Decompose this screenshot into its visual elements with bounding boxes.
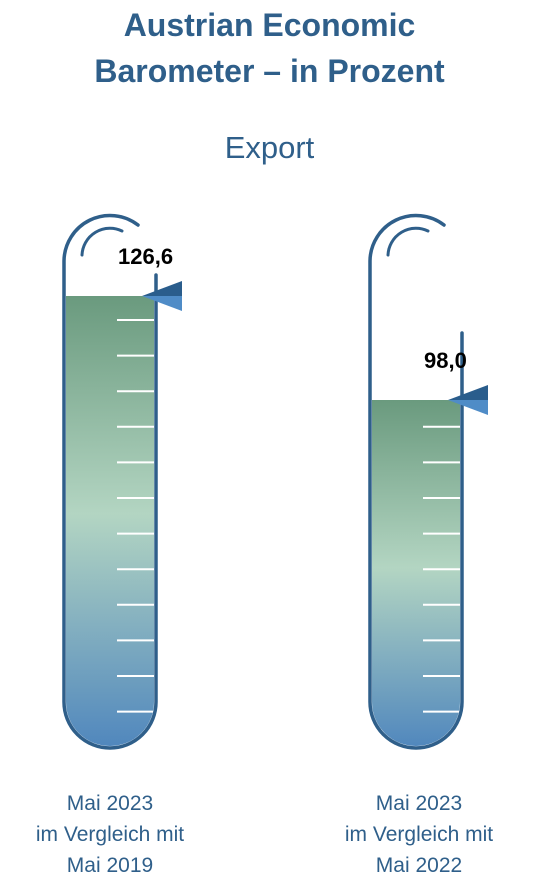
thermometer-fill-bar bbox=[372, 400, 460, 746]
caption-2-line3: Mai 2022 bbox=[375, 854, 463, 877]
thermometer-outline bbox=[368, 213, 464, 750]
tick-marks bbox=[117, 319, 154, 749]
caption-1-line1: Mai 2023 bbox=[66, 792, 154, 815]
value-marker-upper bbox=[142, 281, 182, 296]
chart-title-line2: Barometer – in Prozent bbox=[94, 53, 445, 89]
caption-2-line2: im Vergleich mit bbox=[344, 823, 494, 846]
value-marker-lower bbox=[142, 296, 182, 311]
thermometer-svg-2 bbox=[368, 213, 488, 750]
chart-title-line1: Austrian Economic bbox=[123, 7, 416, 43]
caption-2: Mai 2023 im Vergleich mit Mai 2022 bbox=[309, 788, 529, 881]
caption-2-line1: Mai 2023 bbox=[375, 792, 463, 815]
thermometer-gauge-1: 126,6 bbox=[62, 205, 242, 755]
value-marker-lower bbox=[448, 400, 488, 415]
value-label-2: 98,0 bbox=[424, 348, 467, 373]
caption-1-line2: im Vergleich mit bbox=[35, 823, 185, 846]
thermometer-gauge-2: 98,0 bbox=[368, 205, 539, 755]
thermometer-fill-bar bbox=[66, 296, 154, 746]
value-label-1: 126,6 bbox=[118, 244, 174, 269]
value-marker-upper bbox=[448, 385, 488, 400]
thermometer-highlight bbox=[80, 226, 124, 257]
chart-subtitle: Export bbox=[224, 130, 315, 165]
caption-1-line3: Mai 2019 bbox=[66, 854, 154, 877]
thermometer-outline bbox=[62, 213, 158, 750]
caption-1: Mai 2023 im Vergleich mit Mai 2019 bbox=[0, 788, 220, 881]
thermometer-svg-1 bbox=[62, 213, 182, 750]
chart-title: Austrian Economic Barometer – in Prozent bbox=[0, 2, 539, 94]
thermometer-highlight bbox=[386, 226, 430, 257]
